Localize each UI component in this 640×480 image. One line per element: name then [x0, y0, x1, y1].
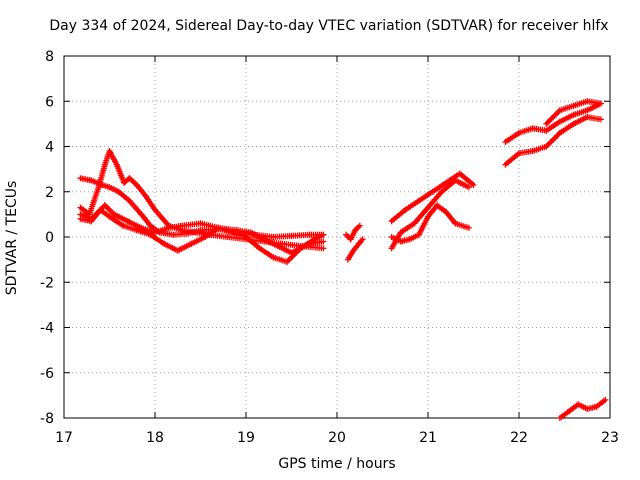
data-series-track-11 [502, 100, 604, 145]
y-axis-label: SDTVAR / TECUs [4, 180, 20, 296]
data-point [126, 197, 145, 218]
data-point [86, 184, 102, 218]
y-tick-label: -8 [40, 411, 54, 427]
data-series-track-9 [388, 202, 472, 245]
data-series-track-6 [344, 236, 366, 263]
y-tick-label: 8 [45, 49, 54, 65]
data-point [243, 234, 263, 252]
y-tick-label: 4 [45, 140, 54, 156]
data-point [438, 177, 459, 195]
data-point [543, 107, 563, 127]
y-tick-label: 2 [45, 185, 54, 201]
data-series-track-3 [77, 202, 327, 256]
y-tick-label: 6 [45, 94, 54, 110]
data-series-track-1 [77, 175, 327, 240]
data-point [584, 114, 604, 123]
x-tick-label: 21 [419, 430, 437, 446]
y-tick-label: 0 [45, 230, 54, 246]
x-tick-label: 23 [601, 430, 619, 446]
x-tick-label: 17 [55, 430, 73, 446]
data-series-track-13 [556, 396, 609, 421]
data-point [415, 213, 431, 238]
y-tick-label: -6 [40, 366, 54, 382]
data-series-track-5 [343, 222, 363, 243]
y-tick-label: -2 [40, 275, 54, 291]
data-point [543, 129, 563, 150]
x-axis-label: GPS time / hours [278, 456, 396, 472]
data-point [352, 222, 363, 234]
data-series-track-12 [543, 98, 604, 127]
data-series-track-4 [77, 206, 327, 265]
data-point [502, 150, 522, 168]
data-point [113, 161, 128, 186]
data-point [452, 177, 472, 191]
data-point [355, 236, 366, 247]
x-tick-label: 20 [328, 430, 346, 446]
y-tick-label: -4 [40, 321, 54, 337]
data-point [411, 204, 431, 227]
data-point [283, 245, 304, 265]
data-point [425, 188, 445, 211]
data-series-track-10 [502, 114, 604, 168]
data-series-track-7 [388, 170, 477, 225]
data-point [152, 206, 172, 229]
x-tick-label: 19 [237, 430, 255, 446]
data-point [593, 396, 609, 410]
data-point [311, 231, 327, 243]
data-point [584, 98, 604, 107]
data-point [452, 220, 472, 231]
x-tick-label: 18 [146, 430, 164, 446]
data-point [456, 170, 477, 188]
chart-title: Day 334 of 2024, Sidereal Day-to-day VTE… [49, 18, 609, 34]
data-point [388, 206, 409, 225]
x-tick-label: 22 [510, 430, 528, 446]
